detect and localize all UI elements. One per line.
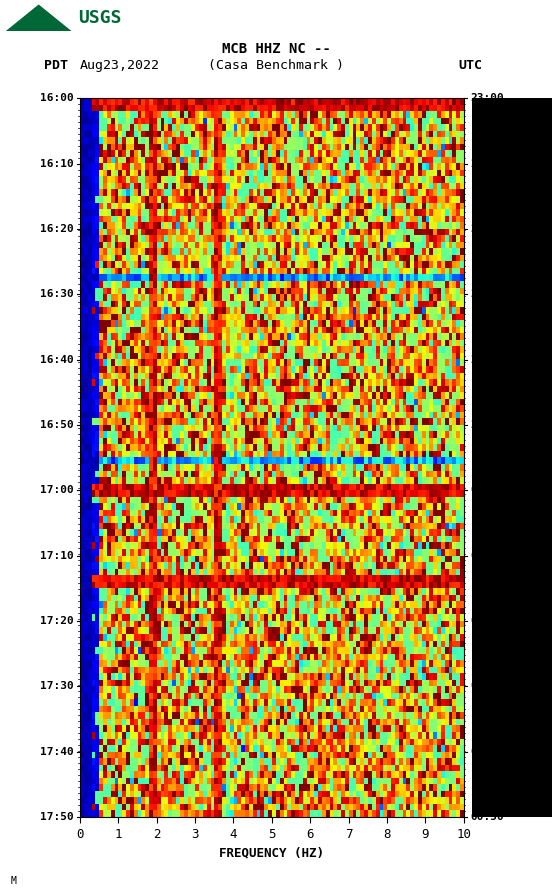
Text: 00:30: 00:30	[470, 681, 504, 691]
X-axis label: FREQUENCY (HZ): FREQUENCY (HZ)	[219, 846, 325, 859]
Text: Aug23,2022: Aug23,2022	[80, 59, 160, 71]
Text: 17:20: 17:20	[40, 616, 73, 626]
Text: 16:30: 16:30	[40, 289, 73, 299]
Text: 00:20: 00:20	[470, 616, 504, 626]
Text: 23:00: 23:00	[470, 93, 504, 104]
Text: 23:20: 23:20	[470, 224, 504, 234]
Text: (Casa Benchmark ): (Casa Benchmark )	[208, 59, 344, 71]
Text: 17:30: 17:30	[40, 681, 73, 691]
Text: 00:10: 00:10	[470, 551, 504, 561]
Text: UTC: UTC	[458, 59, 482, 71]
Text: 23:50: 23:50	[470, 420, 504, 430]
Text: 16:20: 16:20	[40, 224, 73, 234]
Text: 16:00: 16:00	[40, 93, 73, 104]
Polygon shape	[6, 4, 72, 31]
Text: USGS: USGS	[78, 9, 122, 27]
Text: 16:50: 16:50	[40, 420, 73, 430]
Text: 00:00: 00:00	[470, 485, 504, 496]
Text: MCB HHZ NC --: MCB HHZ NC --	[221, 42, 331, 56]
Text: 17:00: 17:00	[40, 485, 73, 496]
Text: 23:10: 23:10	[470, 159, 504, 169]
Text: 17:50: 17:50	[40, 812, 73, 822]
Text: 00:50: 00:50	[470, 812, 504, 822]
Text: 23:30: 23:30	[470, 289, 504, 299]
Text: 00:40: 00:40	[470, 747, 504, 756]
Text: M: M	[11, 876, 17, 886]
Text: 17:40: 17:40	[40, 747, 73, 756]
Text: 16:40: 16:40	[40, 355, 73, 364]
Text: 23:40: 23:40	[470, 355, 504, 364]
Text: 16:10: 16:10	[40, 159, 73, 169]
Text: 17:10: 17:10	[40, 551, 73, 561]
Text: PDT: PDT	[44, 59, 68, 71]
